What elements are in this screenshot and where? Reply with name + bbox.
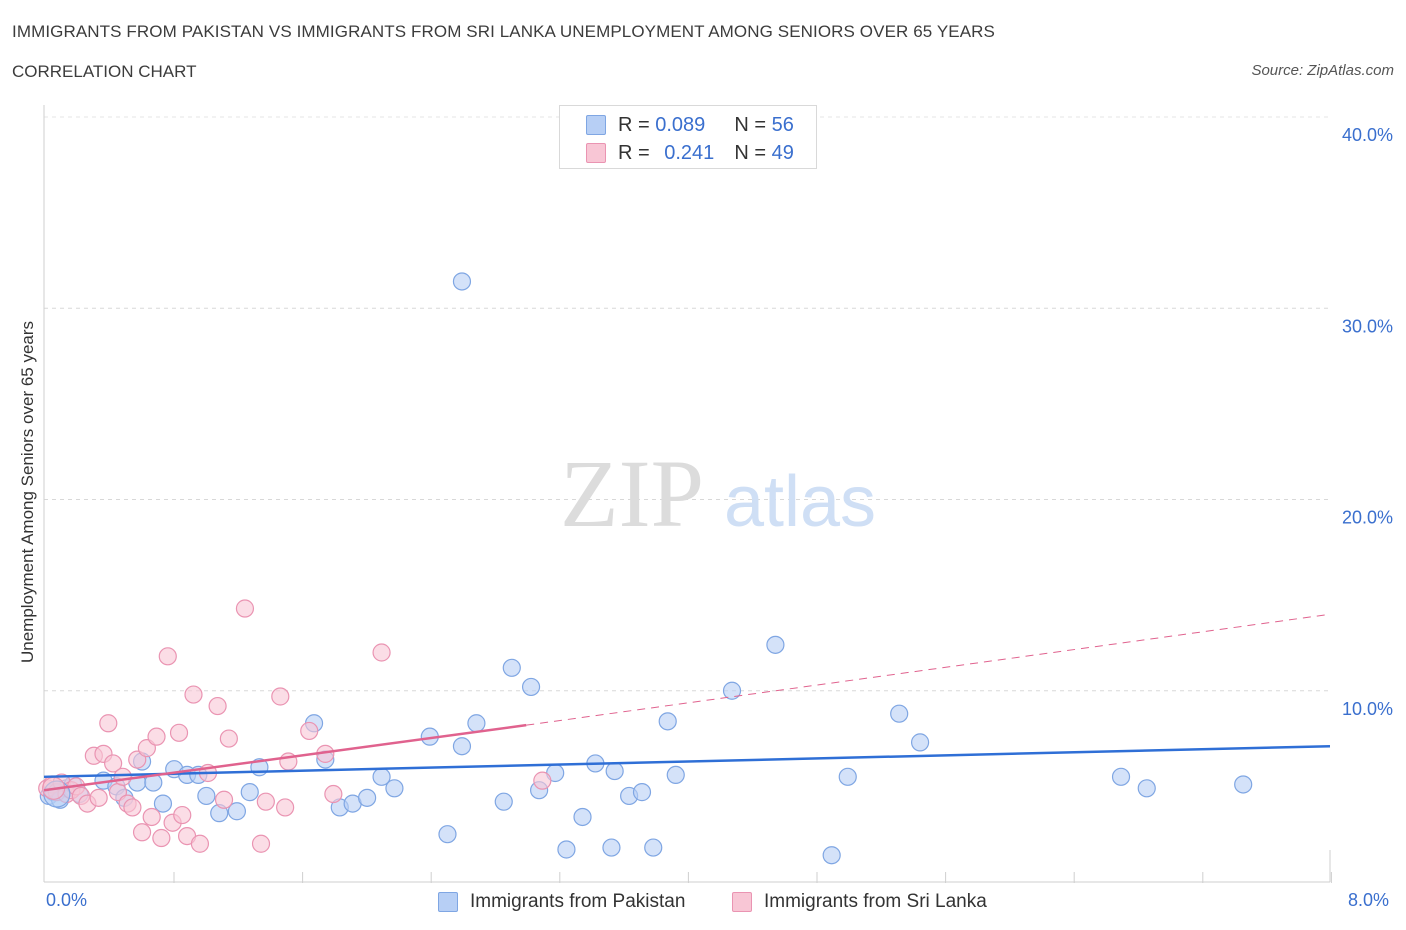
- point-pakistan: [838, 767, 857, 786]
- point-pakistan: [910, 733, 930, 752]
- trendline-srilanka: [43, 723, 527, 792]
- correlation-legend: R = 0.089 N = 56 R = 0.241 N = 49: [559, 105, 817, 169]
- n-value-srilanka: 49: [771, 141, 794, 164]
- point-srilanka: [123, 798, 142, 817]
- x-tick-max: 8.0%: [1348, 890, 1390, 910]
- point-pakistan: [890, 704, 909, 723]
- point-pakistan: [666, 765, 685, 785]
- point-pakistan: [452, 272, 472, 291]
- point-srilanka: [169, 723, 189, 742]
- point-pakistan: [502, 658, 521, 677]
- point-srilanka: [158, 647, 177, 666]
- point-srilanka: [142, 807, 161, 827]
- n-label: N =: [734, 113, 767, 136]
- watermark-zip: ZIP: [560, 440, 704, 547]
- point-pakistan: [521, 677, 541, 697]
- y-tick-label: 40.0%: [1342, 125, 1393, 145]
- point-pakistan: [240, 783, 259, 802]
- legend-swatch-srilanka: [732, 892, 752, 912]
- point-srilanka: [219, 729, 238, 748]
- trendline-pakistan: [43, 744, 1331, 779]
- point-srilanka: [99, 714, 118, 733]
- point-srilanka: [271, 687, 290, 706]
- r-value-pakistan: 0.089: [655, 113, 706, 136]
- point-pakistan: [557, 840, 576, 859]
- point-pakistan: [602, 838, 621, 857]
- y-tick-label: 10.0%: [1342, 699, 1393, 719]
- point-srilanka: [184, 685, 203, 704]
- trend-lines: [43, 613, 1331, 792]
- point-srilanka: [173, 805, 192, 825]
- point-pakistan: [632, 783, 652, 802]
- point-srilanka: [372, 643, 391, 662]
- point-pakistan: [1111, 767, 1131, 786]
- legend-label-pakistan: Immigrants from Pakistan: [470, 891, 686, 912]
- r-value-srilanka: 0.241: [664, 141, 715, 164]
- point-srilanka: [89, 788, 108, 807]
- point-pakistan: [494, 792, 513, 811]
- point-pakistan: [438, 825, 457, 844]
- legend-item-srilanka[interactable]: Immigrants from Sri Lanka: [732, 890, 987, 914]
- point-pakistan: [153, 794, 173, 813]
- point-pakistan: [452, 737, 472, 756]
- legend-swatch-srilanka: [586, 143, 606, 163]
- legend-row-srilanka: R = 0.241 N = 49: [586, 141, 794, 165]
- point-srilanka: [104, 754, 123, 773]
- y-axis-label: Unemployment Among Seniors over 65 years: [18, 320, 37, 664]
- axes: [43, 105, 1332, 883]
- point-srilanka: [235, 599, 255, 618]
- point-srilanka: [324, 784, 343, 804]
- point-srilanka: [300, 721, 319, 741]
- n-value-pakistan: 56: [771, 113, 794, 136]
- point-pakistan: [573, 807, 592, 827]
- data-points: [38, 272, 1253, 865]
- watermark: ZIP atlas: [560, 440, 876, 547]
- point-srilanka: [190, 834, 210, 853]
- point-srilanka: [533, 771, 552, 790]
- x-tick-min: 0.0%: [46, 890, 88, 910]
- point-srilanka: [147, 727, 166, 746]
- point-srilanka: [214, 790, 234, 809]
- point-pakistan: [722, 681, 742, 700]
- legend-row-pakistan: R = 0.089 N = 56: [586, 113, 794, 137]
- r-label: R =: [618, 113, 650, 136]
- point-pakistan: [822, 846, 841, 865]
- point-srilanka: [251, 834, 271, 853]
- legend-swatch-pakistan: [586, 115, 606, 135]
- point-pakistan: [197, 786, 216, 806]
- trendline-srilanka-extension: [526, 613, 1331, 726]
- point-pakistan: [1137, 779, 1156, 798]
- point-pakistan: [227, 802, 246, 821]
- point-pakistan: [385, 779, 404, 798]
- legend-item-pakistan[interactable]: Immigrants from Pakistan: [438, 890, 685, 914]
- point-srilanka: [152, 828, 171, 848]
- r-label: R =: [618, 141, 650, 164]
- point-srilanka: [208, 696, 227, 716]
- point-pakistan: [467, 714, 486, 733]
- y-tick-labels: 10.0% 20.0% 30.0% 40.0%: [1342, 125, 1393, 719]
- point-pakistan: [358, 788, 377, 807]
- chart-title: IMMIGRANTS FROM PAKISTAN VS IMMIGRANTS F…: [12, 22, 995, 41]
- point-srilanka: [276, 798, 295, 817]
- point-srilanka: [256, 792, 275, 811]
- legend-swatch-pakistan: [438, 892, 458, 912]
- legend-label-srilanka: Immigrants from Sri Lanka: [764, 891, 987, 912]
- y-tick-label: 20.0%: [1342, 508, 1393, 528]
- point-pakistan: [658, 712, 677, 731]
- point-pakistan: [766, 635, 785, 654]
- point-srilanka: [113, 767, 132, 786]
- chart-source: Source: ZipAtlas.com: [1251, 62, 1394, 79]
- point-pakistan: [605, 761, 624, 781]
- point-pakistan: [644, 838, 663, 857]
- y-tick-label: 30.0%: [1342, 316, 1393, 336]
- chart-subtitle: CORRELATION CHART: [12, 62, 197, 81]
- point-pakistan: [1234, 775, 1253, 794]
- point-srilanka: [132, 823, 152, 842]
- watermark-atlas: atlas: [724, 462, 876, 542]
- n-label: N =: [734, 141, 767, 164]
